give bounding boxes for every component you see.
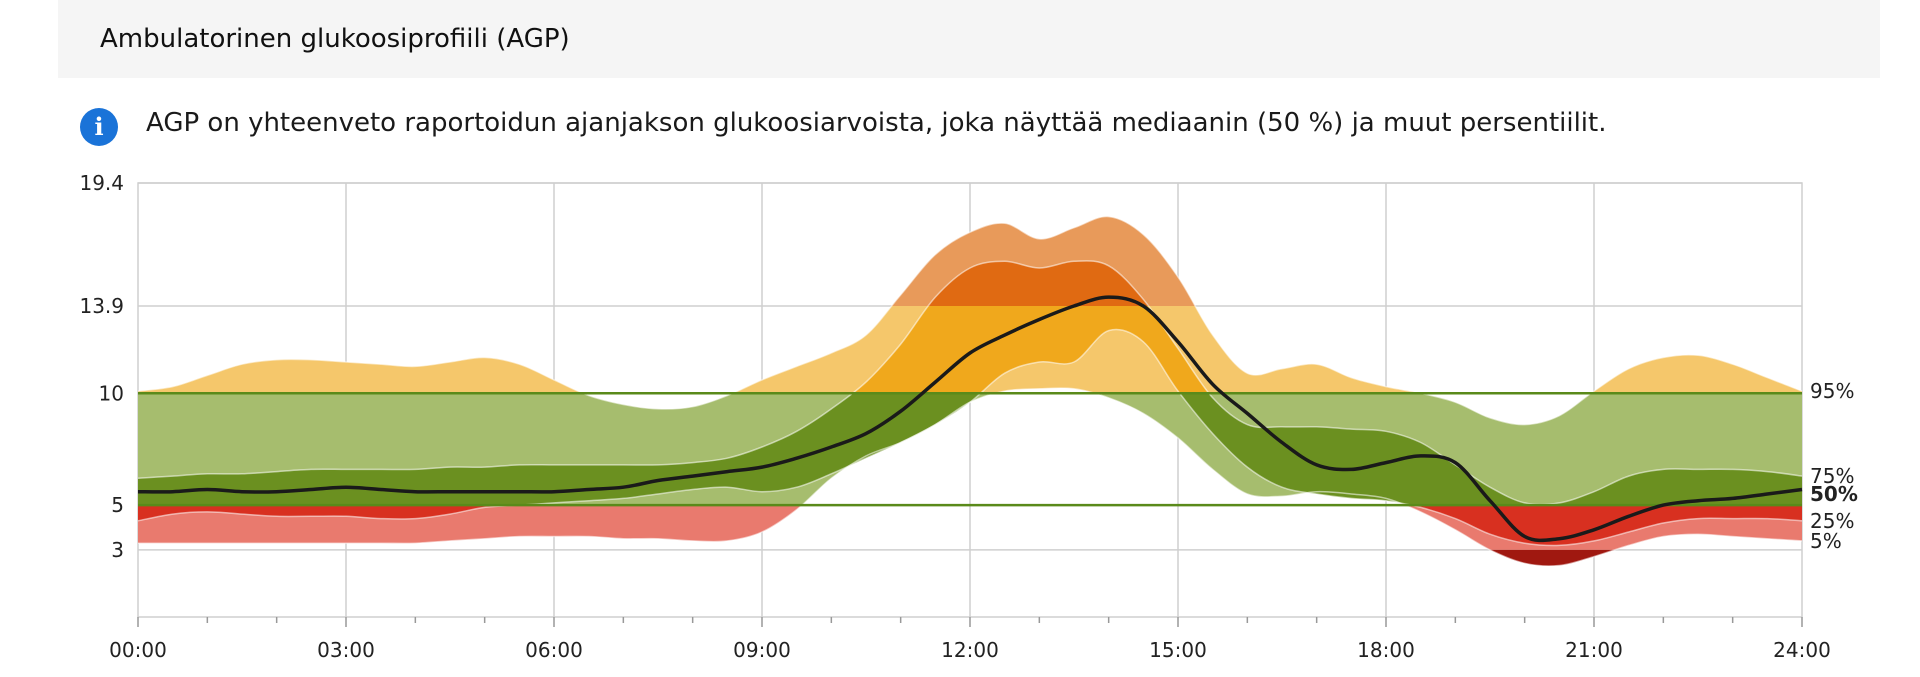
legend-95: 95% bbox=[1810, 379, 1854, 403]
x-tick-label: 09:00 bbox=[733, 638, 791, 662]
x-tick-label: 00:00 bbox=[109, 638, 167, 662]
section-title: Ambulatorinen glukoosiprofiili (AGP) bbox=[100, 24, 570, 54]
y-tick-label: 13.9 bbox=[79, 294, 124, 318]
info-icon: i bbox=[80, 108, 118, 146]
chart-legend: 95% 75%50% 25%5% bbox=[1810, 379, 1858, 553]
median-line bbox=[137, 295, 1803, 543]
band-25-75 bbox=[852, 306, 1209, 394]
band-5-95 bbox=[138, 505, 1802, 550]
x-tick-label: 21:00 bbox=[1565, 638, 1623, 662]
x-tick-label: 06:00 bbox=[525, 638, 583, 662]
y-tick-label: 10 bbox=[99, 381, 124, 405]
zone-band bbox=[891, 216, 1196, 307]
x-tick-label: 18:00 bbox=[1357, 638, 1415, 662]
x-tick-label: 15:00 bbox=[1149, 638, 1207, 662]
zone-band bbox=[138, 505, 1802, 550]
x-tick-label: 12:00 bbox=[941, 638, 999, 662]
band-25-75 bbox=[138, 393, 1802, 506]
zone-band bbox=[138, 393, 1802, 506]
band-25-75 bbox=[138, 505, 1802, 546]
x-tick-label: 03:00 bbox=[317, 638, 375, 662]
info-text: AGP on yhteenveto raportoidun ajanjakson… bbox=[146, 108, 1607, 138]
chart-axes: 19.4 13.9 10 5 3 00:00 03:00 06:00 09:00 12:00 15:… bbox=[79, 171, 1830, 662]
x-tick-label: 24:00 bbox=[1773, 638, 1831, 662]
y-tick-label: 3 bbox=[111, 538, 124, 562]
band-25-75 bbox=[928, 260, 1149, 307]
percentile-line-75 bbox=[137, 260, 1803, 506]
chart-bands bbox=[138, 216, 1802, 567]
legend-75: 75% bbox=[1810, 464, 1854, 488]
zone-band bbox=[138, 306, 1802, 394]
chart-lines bbox=[137, 215, 1803, 567]
percentile-line-5 bbox=[138, 387, 1803, 567]
legend-25: 25% bbox=[1810, 509, 1854, 533]
percentile-line-95 bbox=[137, 215, 1803, 426]
y-tick-label: 19.4 bbox=[79, 171, 124, 195]
y-tick-label: 5 bbox=[111, 493, 124, 517]
legend-50: 50% bbox=[1810, 482, 1858, 506]
legend-5: 5% bbox=[1810, 529, 1842, 553]
section-header: Ambulatorinen glukoosiprofiili (AGP) bbox=[58, 0, 1880, 78]
